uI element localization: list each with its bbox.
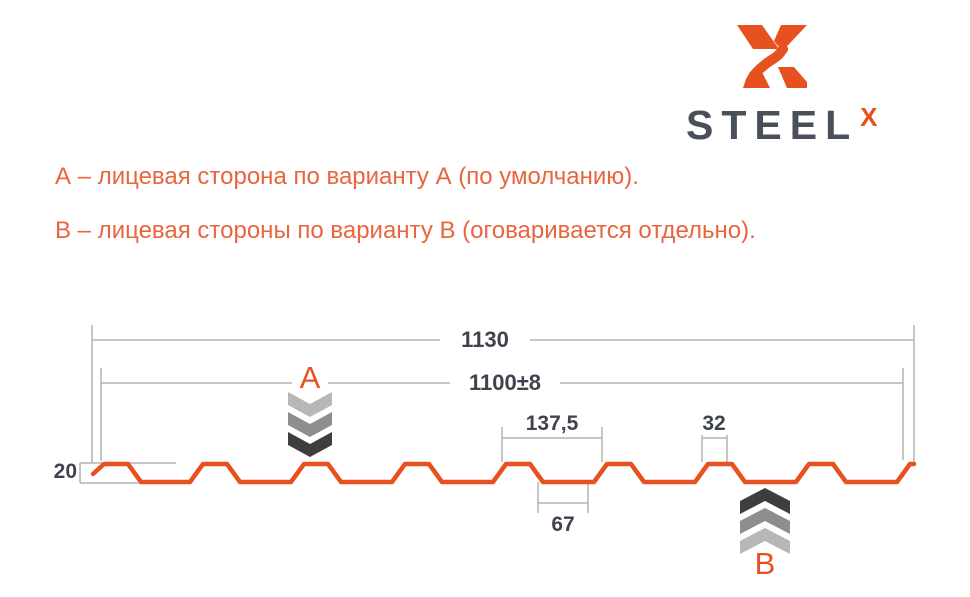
x-arm-top-left xyxy=(737,25,779,49)
dim-label-cover-width: 1100±8 xyxy=(450,372,560,394)
dim-line-valley-67 xyxy=(537,482,589,513)
drawing-svg xyxy=(79,325,917,554)
note-line-b: В – лицевая стороны по варианту В (огова… xyxy=(55,217,756,244)
dim-line-overall-1130 xyxy=(91,325,915,463)
chevron-up-icon xyxy=(740,508,790,534)
chevron-up-icon xyxy=(740,488,790,514)
dim-label-profile-height: 20 xyxy=(53,460,77,483)
marker-letter-b: В xyxy=(754,546,776,581)
brand-wordmark: STEEL X xyxy=(686,103,877,147)
chevron-up-icon xyxy=(740,528,790,554)
x-arm-bottom-right xyxy=(778,67,807,88)
dim-line-pitch-137-5 xyxy=(501,427,603,462)
steelx-x-icon xyxy=(737,25,807,88)
x-arm-bottom-left xyxy=(743,68,770,88)
marker-letter-a: А xyxy=(292,362,328,394)
marker-b-chevrons-icon xyxy=(740,488,790,554)
dim-label-rib-top-width: 32 xyxy=(684,413,744,435)
profile-outline xyxy=(90,461,917,485)
chevron-down-icon xyxy=(288,392,332,417)
note-line-a: А – лицевая сторона по варианту А (по ум… xyxy=(55,163,639,190)
brand-sup-x: X xyxy=(860,102,878,132)
dim-label-overall-width: 1130 xyxy=(440,329,530,351)
logo: STEEL X xyxy=(0,0,970,160)
dim-label-rib-pitch: 137,5 xyxy=(512,413,592,435)
x-arm-top-right xyxy=(774,25,807,48)
dim-label-valley-width: 67 xyxy=(528,514,598,536)
brand-name: STEEL xyxy=(686,102,859,148)
marker-a-chevrons-icon xyxy=(288,392,332,457)
profile-drawing: 1130 1100±8 137,5 32 67 20 А В xyxy=(0,310,970,597)
chevron-down-icon xyxy=(288,412,332,437)
dim-line-cover-1100 xyxy=(100,368,904,461)
chevron-down-icon xyxy=(288,432,332,457)
